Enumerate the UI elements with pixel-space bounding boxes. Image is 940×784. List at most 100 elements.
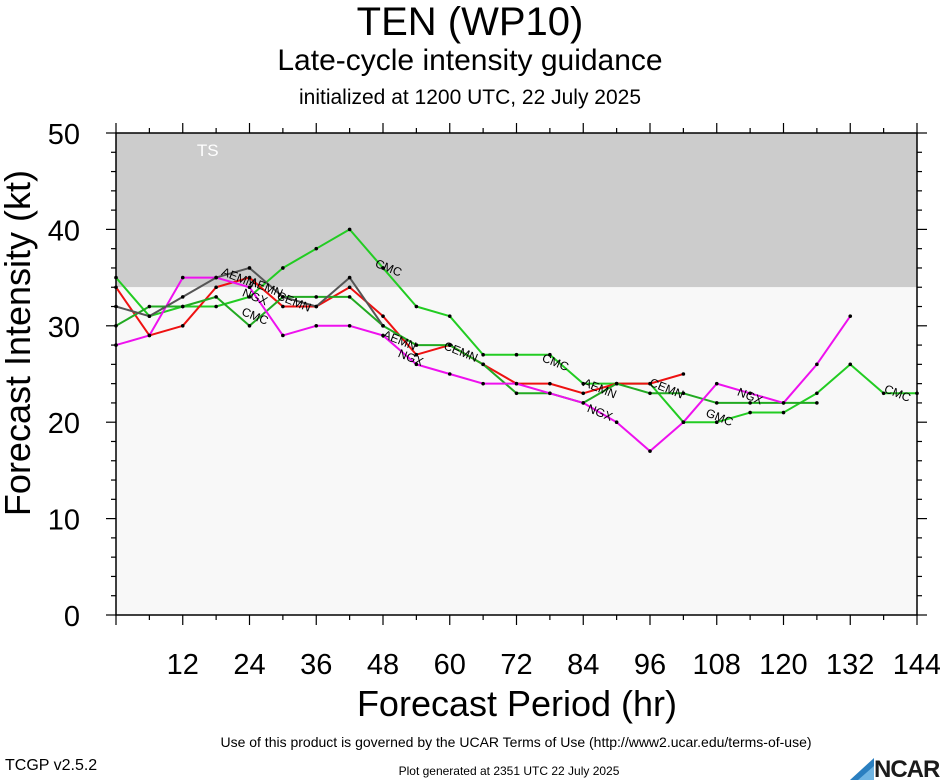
data-point — [481, 362, 485, 367]
data-point — [848, 362, 853, 367]
data-point — [381, 266, 385, 270]
x-tick-label: 84 — [567, 649, 599, 681]
data-point — [180, 324, 185, 328]
data-point — [381, 324, 385, 328]
x-tick-label: 108 — [693, 649, 741, 681]
data-point — [347, 324, 352, 328]
data-point — [581, 381, 586, 386]
data-point — [114, 324, 118, 328]
data-point — [447, 343, 452, 347]
data-point — [447, 314, 452, 318]
data-point — [714, 401, 719, 405]
data-point — [281, 266, 285, 270]
y-axis-label: Forecast Intensity (kt) — [0, 169, 38, 517]
data-point — [247, 266, 252, 270]
data-point — [214, 295, 218, 299]
generated-timestamp: Plot generated at 2351 UTC 22 July 2025 — [398, 764, 620, 778]
data-point — [581, 401, 586, 405]
x-tick-label: 12 — [167, 649, 199, 681]
data-point — [247, 324, 252, 328]
data-point — [281, 304, 285, 309]
data-point — [815, 391, 819, 396]
series-line-cemn — [115, 295, 817, 404]
x-tick-label: 24 — [233, 649, 265, 681]
x-axis-label: Forecast Period (hr) — [356, 683, 678, 724]
data-point — [347, 227, 352, 232]
data-point — [381, 314, 385, 318]
y-tick-label: 40 — [48, 215, 80, 247]
band-below-ts — [116, 287, 917, 615]
data-point — [514, 352, 519, 357]
data-point — [681, 372, 686, 376]
data-point — [548, 391, 552, 396]
data-point — [748, 401, 752, 405]
data-point — [314, 246, 319, 251]
data-point — [447, 372, 452, 376]
y-tick-label: 50 — [48, 119, 80, 151]
data-point — [147, 304, 152, 309]
chart-title: TEN (WP10) — [356, 0, 584, 44]
data-point — [748, 391, 752, 396]
ncar-logo-mark-icon — [850, 758, 874, 780]
data-point — [180, 275, 185, 280]
series-lines — [114, 227, 919, 453]
data-point — [748, 410, 752, 415]
chart-subtitle: Late-cycle intensity guidance — [277, 44, 663, 77]
ncar-logo: NCAR — [850, 756, 940, 783]
data-point — [214, 304, 218, 309]
data-point — [347, 295, 352, 299]
data-point — [347, 285, 352, 290]
version-text: TCGP v2.5.2 — [5, 757, 98, 774]
data-point — [815, 401, 819, 405]
series-cmc — [114, 227, 919, 425]
terms-of-use-text: Use of this product is governed by the U… — [220, 734, 812, 750]
x-tick-label: 132 — [826, 649, 874, 681]
data-point — [781, 410, 786, 415]
data-point — [614, 381, 619, 386]
data-point — [915, 391, 919, 396]
data-point — [648, 449, 652, 453]
data-point — [381, 333, 385, 338]
data-point — [147, 314, 152, 318]
x-tick-label: 48 — [367, 649, 399, 681]
data-point — [681, 391, 686, 396]
data-point — [648, 381, 652, 386]
data-point — [414, 352, 419, 357]
data-point — [648, 391, 652, 396]
y-tick-label: 20 — [48, 408, 80, 440]
data-point — [214, 285, 218, 290]
data-point — [314, 324, 319, 328]
data-point — [247, 285, 252, 290]
data-point — [581, 391, 586, 396]
data-point — [514, 381, 519, 386]
x-tick-label: 36 — [300, 649, 332, 681]
y-tick-label: 10 — [48, 505, 80, 537]
data-point — [681, 420, 686, 425]
data-point — [548, 352, 552, 357]
data-point — [180, 304, 185, 309]
data-point — [347, 275, 352, 280]
x-tick-label: 120 — [759, 649, 807, 681]
data-point — [714, 381, 719, 386]
x-tick-label: 60 — [434, 649, 466, 681]
data-point — [314, 304, 319, 309]
data-point — [414, 362, 419, 367]
data-point — [214, 275, 218, 280]
x-axis-ticks: 12 24 36 48 60 72 84 96 108 120 132 144 — [115, 123, 940, 681]
band-label: TS — [197, 141, 219, 160]
data-point — [281, 295, 285, 299]
data-point — [881, 391, 886, 396]
data-point — [114, 304, 118, 309]
series-ngx — [114, 275, 853, 453]
data-point — [114, 285, 118, 290]
y-tick-label: 0 — [64, 601, 80, 633]
data-point — [414, 343, 419, 347]
data-point — [614, 420, 619, 425]
x-tick-label: 96 — [634, 649, 666, 681]
band-ts — [116, 133, 917, 288]
initialized-time: initialized at 1200 UTC, 22 July 2025 — [298, 86, 642, 109]
intensity-bands: TS — [116, 133, 917, 615]
data-point — [314, 295, 319, 299]
y-tick-label: 30 — [48, 312, 80, 344]
series-unnamed — [114, 266, 385, 328]
